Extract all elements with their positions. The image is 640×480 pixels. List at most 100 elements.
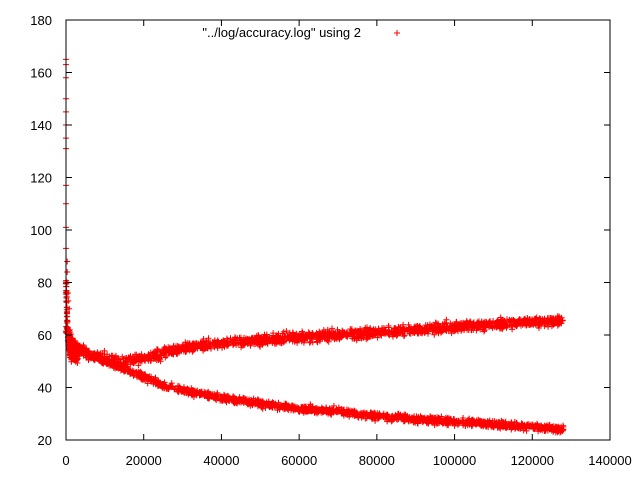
data-point: [128, 356, 135, 363]
data-point: [184, 386, 191, 392]
data-point: [221, 338, 228, 345]
data-point: [204, 389, 211, 396]
data-point: [455, 417, 462, 424]
data-point: [298, 334, 305, 341]
data-point: [559, 317, 566, 324]
data-point: [438, 328, 445, 335]
data-points: [63, 56, 567, 436]
data-point: [226, 393, 232, 400]
y-tick-label: 60: [38, 328, 52, 343]
data-point: [445, 422, 452, 429]
data-point: [498, 318, 505, 325]
data-point: [162, 382, 169, 388]
data-point: [314, 410, 321, 417]
data-point: [323, 409, 330, 416]
data-point: [216, 342, 223, 349]
data-point: [86, 348, 93, 354]
data-point: [63, 293, 70, 300]
y-tick-label: 160: [30, 66, 52, 81]
data-point: [557, 426, 564, 433]
data-point: [488, 420, 494, 427]
data-point: [502, 320, 509, 326]
data-point: [301, 337, 308, 344]
data-point: [291, 336, 298, 343]
data-point: [94, 354, 101, 361]
data-point: [247, 399, 254, 406]
y-tick-label: 40: [38, 381, 52, 396]
data-point: [197, 339, 204, 346]
data-point: [331, 336, 338, 343]
data-point: [169, 350, 176, 357]
data-point: [349, 330, 355, 337]
data-point: [135, 355, 142, 362]
data-point: [459, 417, 466, 423]
data-point: [385, 412, 392, 419]
data-point: [439, 325, 446, 332]
data-point: [152, 381, 159, 388]
data-point: [243, 339, 250, 346]
data-point: [421, 330, 428, 336]
data-point: [520, 320, 527, 326]
data-point: [155, 357, 162, 363]
data-point: [259, 398, 266, 405]
data-point: [193, 340, 200, 347]
data-point: [389, 327, 396, 334]
data-point: [74, 342, 81, 349]
data-point: [207, 339, 213, 346]
data-point: [324, 326, 331, 333]
data-point: [154, 352, 161, 359]
data-point: [69, 349, 76, 356]
data-point: [536, 315, 543, 322]
data-point: [223, 396, 230, 403]
data-point: [541, 422, 548, 429]
data-point: [64, 318, 71, 325]
data-point: [491, 324, 498, 331]
data-point: [146, 354, 153, 361]
data-point: [233, 399, 240, 406]
data-point: [75, 341, 81, 348]
data-point: [198, 343, 205, 349]
data-point: [335, 404, 342, 411]
data-point: [173, 343, 180, 350]
data-point: [96, 357, 103, 364]
data-point: [418, 414, 425, 421]
data-point: [125, 367, 132, 374]
data-point: [289, 403, 296, 410]
data-point: [272, 335, 279, 342]
data-point: [401, 332, 408, 339]
data-point: [308, 333, 315, 340]
data-point: [261, 331, 268, 338]
data-point: [205, 335, 212, 342]
legend: "../log/accuracy.log" using 2: [202, 25, 400, 40]
data-point: [86, 351, 93, 358]
data-point: [143, 353, 150, 360]
data-point: [283, 328, 290, 335]
data-point: [508, 319, 514, 325]
data-point: [110, 362, 117, 369]
data-point: [336, 330, 343, 337]
data-point: [320, 406, 327, 413]
data-point: [160, 351, 167, 358]
data-point: [376, 410, 383, 417]
data-point: [542, 427, 549, 434]
axis-ticks: [65, 19, 611, 441]
data-point: [204, 344, 211, 351]
data-point: [307, 401, 314, 408]
data-point: [316, 338, 323, 345]
data-point: [423, 324, 430, 331]
data-point: [489, 322, 496, 329]
data-point: [214, 337, 221, 344]
data-point: [528, 423, 534, 430]
y-tick-label: 80: [38, 276, 52, 291]
data-point: [372, 331, 379, 338]
data-point: [306, 405, 313, 412]
data-point: [155, 378, 162, 384]
data-point: [283, 404, 289, 411]
data-point: [159, 384, 165, 391]
data-point: [213, 397, 220, 404]
data-point: [332, 335, 339, 342]
data-point: [140, 375, 147, 382]
data-point: [391, 330, 397, 337]
data-point: [361, 411, 368, 418]
